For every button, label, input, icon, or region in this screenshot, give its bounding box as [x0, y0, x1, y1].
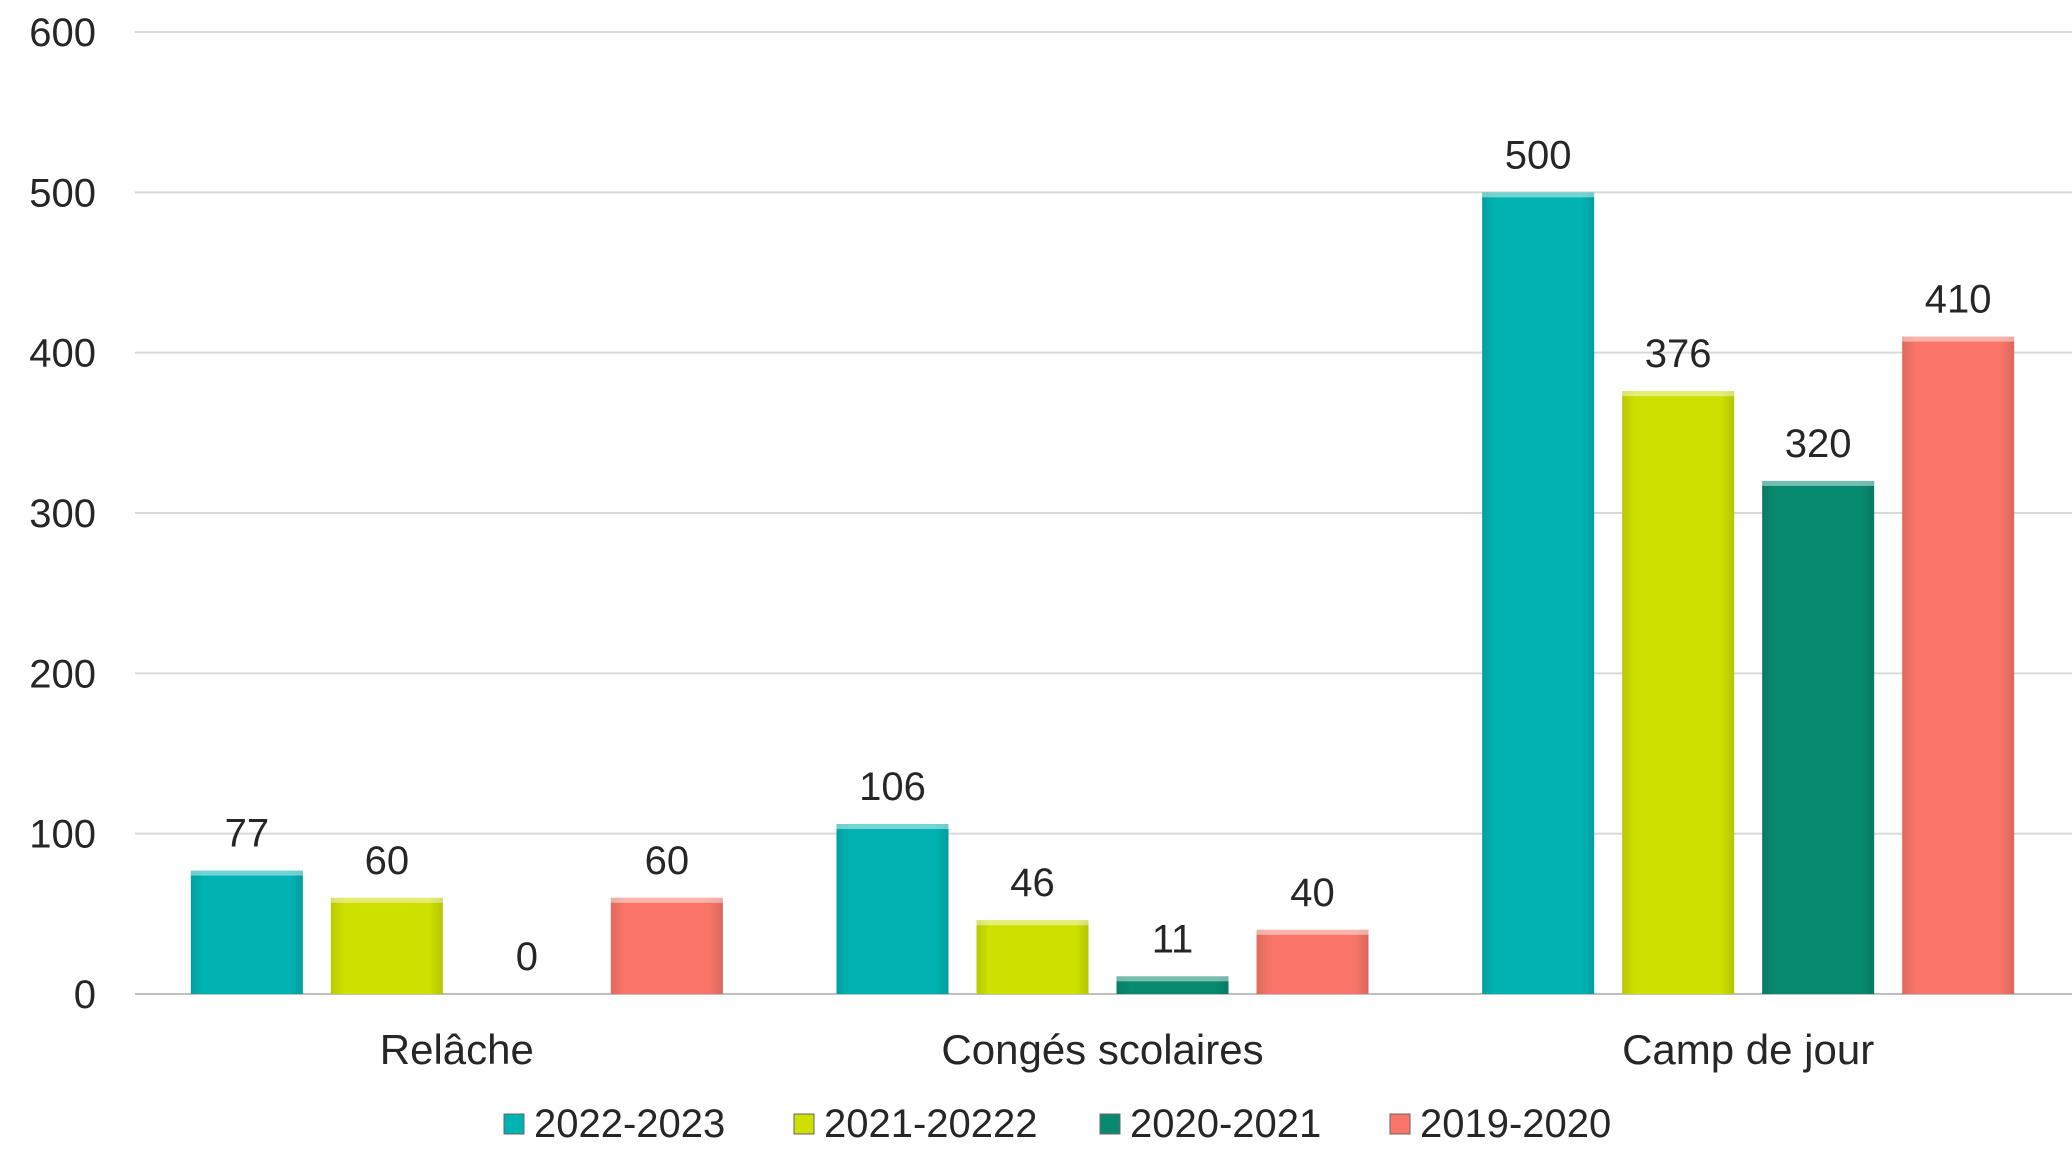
bar-highlight [1902, 336, 2015, 342]
y-tick-label: 400 [29, 332, 96, 376]
y-tick-label: 600 [29, 11, 96, 55]
bar-shading [190, 870, 303, 994]
x-category-label: Congés scolaires [941, 1026, 1263, 1073]
legend-label: 2020-2021 [1130, 1102, 1321, 1146]
data-label: 40 [1290, 871, 1335, 915]
y-tick-label: 200 [29, 652, 96, 696]
data-label: 0 [516, 935, 538, 979]
data-label: 376 [1645, 332, 1712, 376]
y-tick-label: 100 [29, 813, 96, 857]
bar-highlight [1622, 391, 1735, 397]
bar-shading [976, 920, 1089, 994]
legend-swatch [1099, 1113, 1121, 1135]
legend[interactable]: 2022-2023 2021-20222 2020-2021 2019-2020 [503, 1102, 1611, 1146]
bar-shading [836, 824, 949, 994]
gridlines [135, 31, 2072, 995]
y-tick-label: 500 [29, 171, 96, 215]
y-tick-label: 0 [74, 973, 96, 1017]
data-labels: 77 60 0 60 106 46 11 40 500 376 320 410 [225, 133, 1992, 979]
bar-highlight [836, 824, 949, 830]
data-label: 77 [225, 812, 270, 856]
bar-highlight [610, 897, 723, 903]
bar-highlight [976, 920, 1089, 926]
bar-shading [610, 897, 723, 994]
data-label: 410 [1925, 278, 1992, 322]
bars [190, 192, 2015, 995]
bar-shading [1256, 929, 1369, 994]
bar-shading [1482, 192, 1595, 995]
legend-swatch [1389, 1113, 1411, 1135]
data-label: 46 [1010, 861, 1055, 905]
legend-item[interactable]: 2022-2023 [503, 1102, 725, 1146]
data-label: 60 [365, 839, 410, 883]
data-label: 60 [645, 839, 690, 883]
bar-shading [330, 897, 443, 994]
legend-swatch [503, 1113, 525, 1135]
x-axis: Relâche Congés scolaires Camp de jour [380, 1026, 1874, 1073]
data-label: 11 [1152, 917, 1194, 961]
bar-highlight [190, 870, 303, 876]
y-tick-label: 300 [29, 492, 96, 536]
x-category-label: Relâche [380, 1026, 534, 1073]
bar-highlight [1116, 976, 1229, 982]
bar-shading [1762, 480, 1875, 994]
bar-highlight [330, 897, 443, 903]
bar-highlight [1762, 480, 1875, 486]
legend-label: 2021-20222 [824, 1102, 1038, 1146]
bar-shading [1622, 391, 1735, 994]
data-label: 320 [1785, 422, 1852, 466]
legend-label: 2022-2023 [534, 1102, 725, 1146]
bar-shading [1116, 976, 1229, 994]
data-label: 106 [859, 765, 926, 809]
legend-label: 2019-2020 [1420, 1102, 1611, 1146]
data-label: 500 [1505, 133, 1572, 177]
bar-highlight [1482, 192, 1595, 198]
legend-item[interactable]: 2019-2020 [1389, 1102, 1611, 1146]
x-category-label: Camp de jour [1622, 1026, 1874, 1073]
legend-item[interactable]: 2020-2021 [1099, 1102, 1321, 1146]
y-axis: 0 100 200 300 400 500 600 [29, 11, 96, 1017]
legend-swatch [793, 1113, 815, 1135]
bar-shading [1902, 336, 2015, 995]
legend-item[interactable]: 2021-20222 [793, 1102, 1038, 1146]
bar-highlight [1256, 929, 1369, 935]
